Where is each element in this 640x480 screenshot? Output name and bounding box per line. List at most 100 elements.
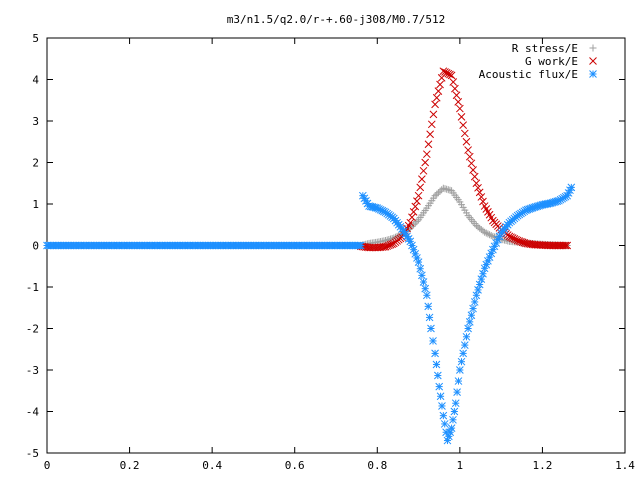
- data-point: [411, 202, 420, 211]
- data-point: [457, 357, 466, 366]
- data-point: [469, 304, 477, 313]
- data-point: [439, 411, 448, 420]
- y-tick-label: -3: [26, 364, 39, 377]
- data-point: [470, 172, 479, 181]
- data-point: [472, 291, 481, 300]
- data-point: [452, 91, 461, 100]
- data-point: [459, 121, 468, 130]
- y-tick-label: 3: [32, 115, 39, 128]
- legend-label: G work/E: [525, 55, 578, 68]
- data-point: [408, 213, 416, 222]
- x-tick-label: 0.2: [120, 459, 140, 472]
- data-point: [451, 399, 460, 408]
- chart-title: m3/n1.5/q2.0/r-+.60-j308/M0.7/512: [227, 13, 446, 26]
- data-point: [427, 120, 436, 129]
- data-point: [408, 241, 416, 250]
- legend-marker: [589, 44, 597, 52]
- data-point: [456, 104, 464, 113]
- data-point: [481, 228, 489, 236]
- data-point: [467, 311, 476, 320]
- data-point: [429, 337, 437, 345]
- data-point: [472, 179, 481, 188]
- data-point: [433, 371, 442, 380]
- data-point: [454, 98, 463, 106]
- data-point: [421, 284, 430, 293]
- data-point: [464, 146, 472, 154]
- data-point: [432, 360, 441, 369]
- data-point: [474, 286, 482, 294]
- data-point: [482, 229, 490, 237]
- data-point: [563, 241, 572, 250]
- data-point: [436, 187, 444, 195]
- x-tick-label: 0.8: [367, 459, 387, 472]
- x-tick-label: 1: [457, 459, 464, 472]
- data-point: [460, 129, 469, 138]
- data-point: [418, 271, 426, 280]
- data-point: [459, 349, 468, 358]
- data-point: [479, 269, 487, 278]
- data-point: [480, 264, 489, 273]
- data-point: [475, 188, 484, 197]
- y-tick-label: 1: [32, 198, 39, 211]
- data-point: [409, 208, 418, 216]
- data-point: [469, 166, 477, 174]
- data-point: [465, 152, 474, 161]
- data-point: [436, 80, 444, 89]
- data-point: [433, 190, 441, 198]
- data-point: [438, 402, 446, 410]
- data-point: [360, 194, 369, 203]
- y-tick-label: 5: [32, 32, 39, 45]
- data-point: [413, 197, 421, 205]
- series-1: [356, 67, 572, 252]
- data-point: [421, 158, 430, 167]
- data-point: [431, 100, 439, 109]
- data-point: [414, 191, 423, 200]
- data-point: [451, 84, 459, 93]
- data-point: [434, 87, 443, 95]
- data-point: [410, 221, 418, 229]
- data-point: [440, 420, 449, 428]
- y-tick-label: -4: [26, 406, 40, 419]
- legend-label: Acoustic flux/E: [479, 68, 578, 81]
- x-tick-label: 0.4: [202, 459, 222, 472]
- data-point: [419, 278, 428, 286]
- data-point: [449, 415, 457, 424]
- data-point: [419, 166, 428, 175]
- y-tick-label: 0: [32, 240, 39, 253]
- axis-ticks: 0 0.2 0.4 0.6 0.8 1 1.2 1.4 5 4 3 2 1 0 -1 -2 -3 -4 -5: [26, 32, 636, 472]
- data-point: [464, 324, 472, 333]
- data-point: [431, 349, 439, 358]
- data-point: [413, 217, 421, 225]
- data-point: [449, 78, 458, 86]
- data-point: [462, 137, 471, 146]
- data-point: [416, 183, 425, 192]
- data-point: [429, 110, 438, 119]
- data-point: [453, 388, 461, 396]
- data-point: [467, 159, 476, 168]
- data-point: [454, 377, 463, 385]
- data-point: [435, 382, 444, 391]
- y-tick-label: 4: [32, 74, 39, 87]
- data-point: [425, 313, 434, 322]
- x-tick-label: 1.4: [615, 459, 635, 472]
- data-point: [487, 232, 495, 240]
- data-point: [477, 193, 486, 201]
- data-point: [406, 218, 415, 227]
- data-point: [414, 258, 423, 266]
- data-point: [560, 241, 568, 250]
- data-point: [434, 189, 442, 197]
- legend-marker: [589, 70, 597, 78]
- data-point: [422, 150, 431, 159]
- data-point: [378, 243, 387, 251]
- data-point: [418, 175, 426, 183]
- data-point: [426, 130, 434, 139]
- y-tick-label: -5: [26, 447, 39, 460]
- data-point: [561, 241, 570, 250]
- series-layer: [43, 67, 576, 445]
- data-point: [486, 231, 494, 239]
- data-point: [474, 183, 482, 192]
- data-point: [447, 71, 456, 80]
- series-2: [43, 183, 576, 445]
